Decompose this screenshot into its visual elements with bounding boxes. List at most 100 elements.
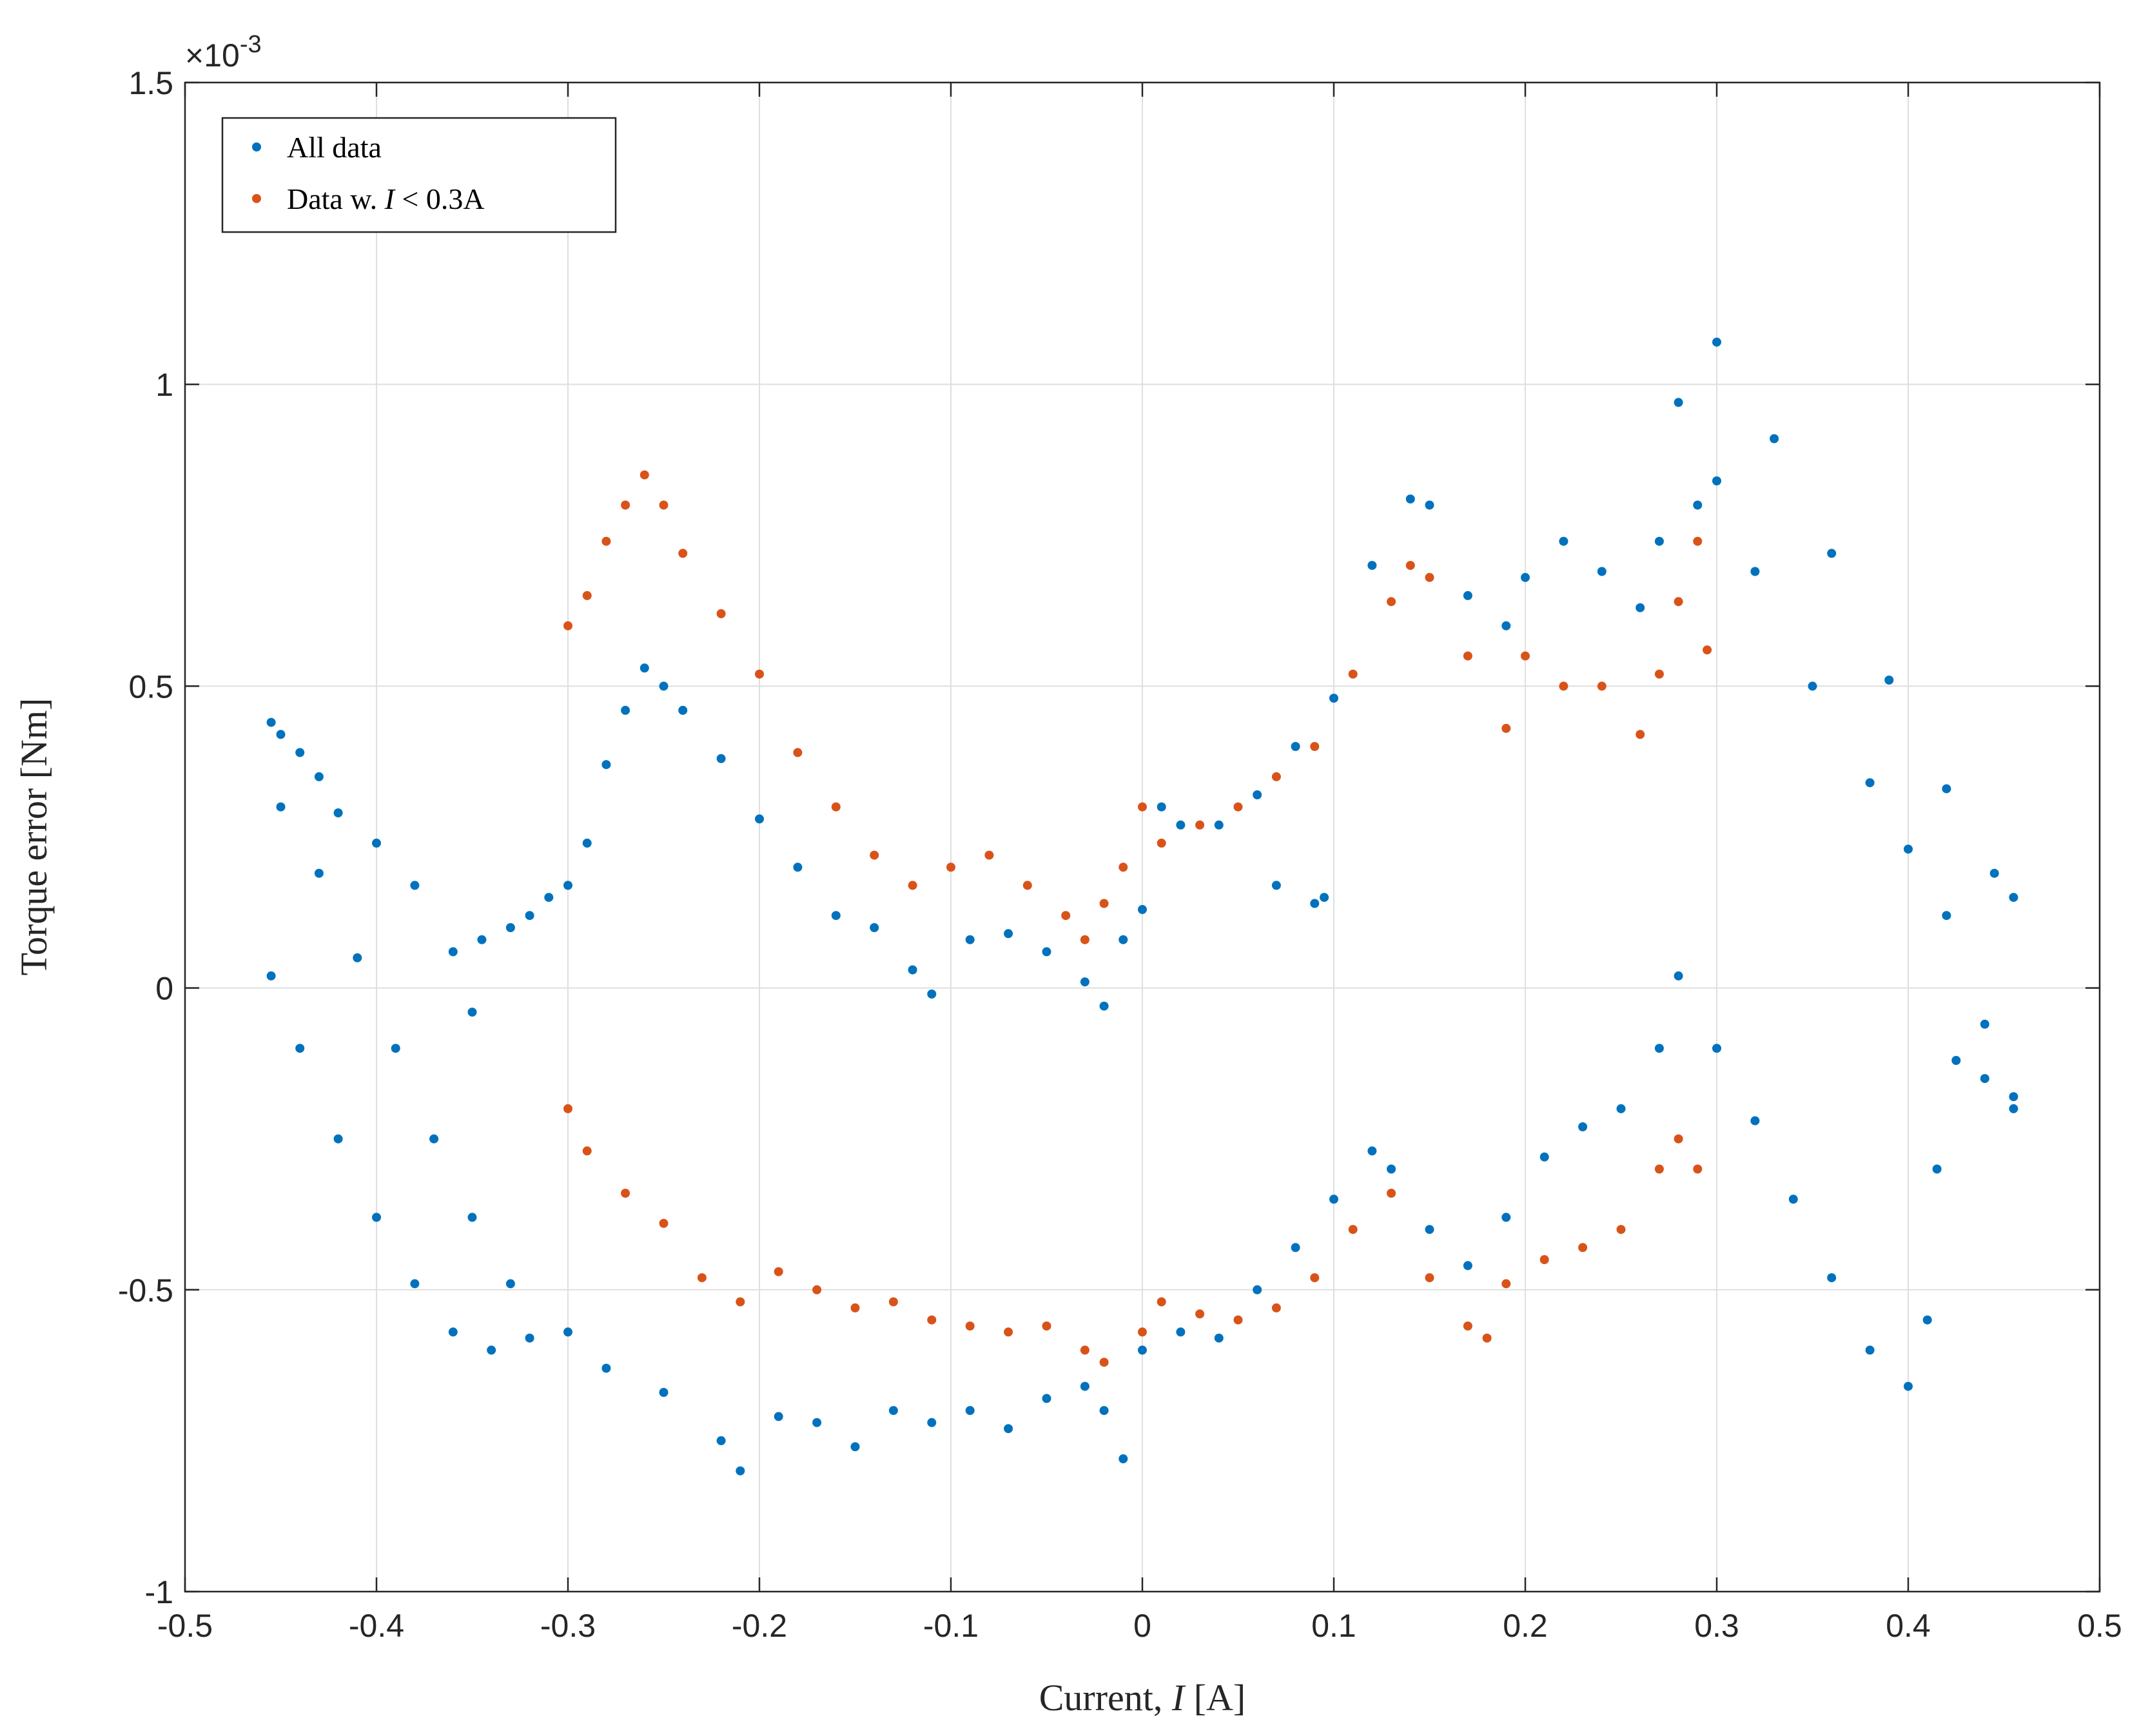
x-tick-label: 0.4 <box>1886 1608 1931 1644</box>
y-exponent-label: ×10-3 <box>185 31 262 73</box>
data-point <box>1367 561 1377 571</box>
data-point <box>1521 572 1530 582</box>
data-point <box>1674 1134 1683 1144</box>
data-point <box>1559 536 1568 546</box>
data-point <box>1578 1122 1588 1131</box>
data-point <box>429 1134 439 1144</box>
data-point <box>1693 500 1703 510</box>
data-point <box>1654 1044 1664 1053</box>
data-point <box>870 850 879 860</box>
data-point <box>640 663 649 673</box>
series-data-below-0.3A <box>563 470 1712 1367</box>
data-point <box>372 838 381 848</box>
data-point <box>1099 1358 1109 1367</box>
data-point <box>1042 1322 1051 1331</box>
data-point <box>984 850 994 860</box>
data-point <box>1425 1225 1434 1234</box>
data-point <box>1157 802 1166 812</box>
data-point <box>965 1322 975 1331</box>
data-point <box>1291 1243 1300 1253</box>
data-point <box>1004 929 1013 939</box>
data-point <box>946 863 955 872</box>
legend-marker-below-0.3A <box>252 194 261 203</box>
data-point <box>1463 590 1472 600</box>
data-point <box>1654 536 1664 546</box>
data-point <box>1061 911 1071 921</box>
data-point <box>755 669 764 679</box>
data-point <box>1712 337 1721 347</box>
data-point <box>1597 681 1607 691</box>
data-point <box>1904 844 1913 854</box>
data-point <box>1320 893 1329 902</box>
legend: All data Data w. I < 0.3A <box>221 117 617 233</box>
data-point <box>678 549 688 558</box>
data-point <box>1022 881 1032 890</box>
data-point <box>1195 1309 1205 1319</box>
data-point <box>1291 742 1300 751</box>
data-point <box>1482 1333 1492 1343</box>
data-point <box>927 1315 937 1325</box>
data-point <box>1042 947 1051 957</box>
data-point <box>736 1466 745 1476</box>
y-axis-title: Torque error [Nm] <box>13 698 55 976</box>
data-point <box>850 1303 860 1312</box>
data-point <box>640 470 649 480</box>
data-point <box>793 748 803 757</box>
data-point <box>1080 977 1089 987</box>
data-point <box>1788 1195 1798 1204</box>
data-point <box>1654 669 1664 679</box>
data-point <box>1387 597 1396 607</box>
data-point <box>927 1418 937 1427</box>
data-point <box>1176 820 1186 830</box>
data-point <box>266 971 276 980</box>
data-point <box>582 838 592 848</box>
legend-label-prefix: Data w. <box>287 182 385 215</box>
data-point <box>1310 742 1320 751</box>
data-point <box>716 1436 726 1445</box>
data-point <box>1750 1116 1760 1126</box>
data-point <box>1367 1146 1377 1156</box>
data-point <box>1004 1327 1013 1337</box>
data-point <box>1808 681 1817 691</box>
data-point <box>1636 730 1645 739</box>
data-point <box>314 868 324 878</box>
data-point <box>659 681 669 691</box>
data-point <box>391 1044 400 1053</box>
data-point <box>410 881 420 890</box>
data-point <box>621 1189 630 1198</box>
data-point <box>1521 651 1530 661</box>
data-point <box>831 911 841 921</box>
data-point <box>1138 1327 1147 1337</box>
data-point <box>563 1327 572 1337</box>
data-point <box>601 1363 611 1373</box>
data-point <box>1463 1261 1472 1271</box>
x-tick-label: 0.5 <box>2077 1608 2122 1644</box>
data-point <box>812 1418 822 1427</box>
data-point <box>1157 1297 1166 1307</box>
data-point <box>793 863 803 872</box>
data-point <box>563 621 572 630</box>
legend-marker-all-data <box>252 142 261 151</box>
data-point <box>870 923 879 932</box>
data-point <box>1080 935 1089 944</box>
data-point <box>1578 1243 1588 1253</box>
data-point <box>716 609 726 618</box>
x-tick-label: 0.1 <box>1311 1608 1356 1644</box>
data-point <box>888 1406 898 1416</box>
data-point <box>372 1213 381 1222</box>
data-point <box>1693 1164 1703 1174</box>
x-tick-label: -0.4 <box>349 1608 404 1644</box>
data-point <box>1348 669 1358 679</box>
data-point <box>697 1273 707 1283</box>
data-point <box>1865 778 1875 788</box>
data-point <box>477 935 487 944</box>
data-point <box>850 1442 860 1452</box>
data-point <box>1329 1195 1338 1204</box>
data-point <box>1118 863 1128 872</box>
data-point <box>1176 1327 1186 1337</box>
data-point <box>1693 536 1703 546</box>
legend-label-below-0.3A: Data w. I < 0.3A <box>287 182 485 215</box>
y-tick-label: -0.5 <box>118 1273 173 1309</box>
data-point <box>888 1297 898 1307</box>
